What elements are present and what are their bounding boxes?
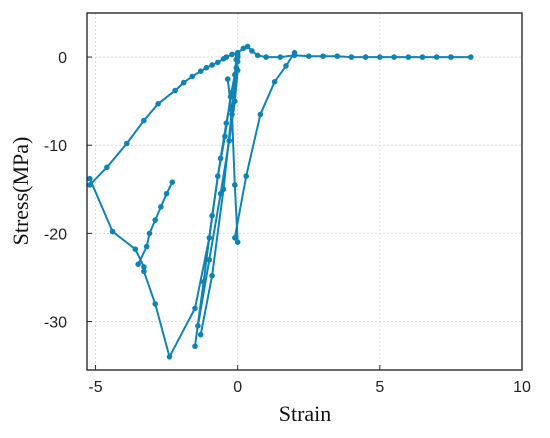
data-point	[377, 54, 383, 60]
data-point	[249, 48, 255, 54]
data-point	[206, 257, 213, 263]
data-point	[146, 230, 153, 237]
data-point	[283, 63, 289, 69]
plot-frame	[86, 12, 523, 371]
data-point	[254, 52, 261, 59]
data-point	[152, 217, 158, 223]
y-axis-label: Stress(MPa)	[8, 137, 33, 246]
data-point	[209, 62, 215, 68]
data-point	[306, 53, 312, 59]
data-point	[291, 49, 298, 56]
data-point	[223, 120, 230, 126]
data-point	[257, 111, 264, 118]
data-point	[244, 43, 251, 50]
x-tick-label: 0	[233, 379, 242, 396]
data-point	[169, 179, 176, 185]
data-point	[320, 53, 326, 59]
data-point	[195, 323, 201, 329]
series-3	[135, 179, 176, 268]
data-point	[197, 331, 204, 338]
data-point	[141, 268, 147, 275]
series-7	[224, 76, 241, 245]
data-point	[223, 54, 230, 60]
y-tick-label: -10	[44, 138, 67, 155]
data-point	[224, 76, 231, 82]
data-point	[104, 164, 110, 171]
data-point	[135, 261, 141, 268]
data-point	[448, 54, 454, 60]
data-point	[234, 58, 241, 65]
data-point	[468, 54, 474, 60]
data-point	[419, 54, 426, 60]
data-point	[220, 186, 227, 193]
series-line	[226, 78, 239, 243]
data-point	[362, 54, 369, 60]
data-point	[192, 343, 198, 350]
data-point	[240, 45, 247, 52]
data-point	[155, 101, 161, 107]
data-point	[141, 264, 147, 270]
data-point	[263, 54, 269, 60]
plot-background	[87, 13, 522, 370]
data-point	[229, 111, 235, 118]
data-point	[163, 190, 170, 197]
data-point	[180, 79, 187, 86]
data-point	[391, 54, 397, 60]
data-point	[209, 212, 215, 219]
data-point	[189, 73, 195, 80]
y-tick-label: 0	[58, 50, 67, 67]
series-1	[87, 43, 474, 188]
data-point	[192, 305, 198, 312]
x-axis-ticks: -5 0 5 10	[88, 365, 531, 396]
data-point	[197, 68, 204, 74]
data-point	[234, 54, 241, 60]
data-point	[348, 54, 355, 60]
series-8	[232, 49, 298, 241]
data-point	[109, 228, 116, 235]
data-point	[215, 59, 221, 66]
data-point	[124, 140, 130, 147]
data-point	[132, 246, 139, 252]
series-layer	[87, 43, 474, 360]
data-point	[232, 235, 238, 241]
data-point	[209, 272, 215, 279]
data-point	[87, 175, 93, 182]
x-tick-label: 10	[513, 379, 531, 396]
data-point	[172, 87, 178, 94]
data-point	[271, 79, 278, 85]
data-point	[334, 53, 341, 59]
data-point	[229, 51, 235, 58]
y-axis-ticks: 0 -10 -20 -30	[44, 50, 92, 332]
data-point	[232, 182, 238, 188]
data-point	[152, 301, 158, 307]
data-point	[405, 54, 412, 60]
x-axis-label: Strain	[279, 401, 332, 426]
data-point	[143, 243, 150, 250]
data-point	[203, 64, 210, 71]
data-point	[166, 354, 173, 360]
data-point	[277, 54, 284, 60]
data-point	[141, 117, 147, 124]
y-tick-label: -30	[44, 315, 67, 332]
data-point	[234, 239, 241, 245]
data-point	[243, 173, 249, 179]
x-tick-label: -5	[88, 379, 102, 396]
y-tick-label: -20	[44, 226, 67, 243]
data-point	[158, 204, 164, 210]
data-point	[433, 54, 440, 60]
x-tick-label: 5	[375, 379, 384, 396]
data-point	[217, 155, 224, 162]
